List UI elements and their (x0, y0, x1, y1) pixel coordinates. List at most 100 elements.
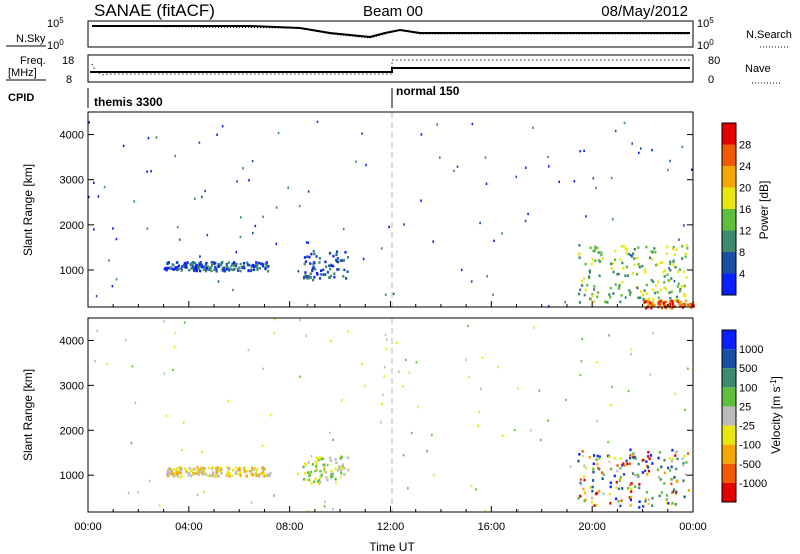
power-scatter-cell (612, 218, 614, 221)
velocity-range-cell (670, 502, 673, 506)
velocity-range-cell (638, 500, 641, 503)
power-range-cell (252, 268, 256, 271)
power-range-cell (652, 280, 655, 283)
velocity-scatter-cell (497, 366, 499, 369)
power-range-cell (626, 274, 630, 277)
velocity-range-cell (167, 467, 170, 470)
velocity-scatter-cell (340, 475, 342, 479)
velocity-range-cell (629, 498, 632, 502)
velocity-range-cell (341, 463, 344, 467)
power-scatter-cell (673, 279, 676, 283)
power-scatter-cell (564, 300, 566, 304)
velocity-range-cell (615, 497, 618, 501)
power-range-cell (647, 300, 650, 304)
power-scatter-cell (678, 238, 680, 241)
power-range-cell (324, 273, 327, 276)
power-range-cell (645, 283, 648, 287)
power-range-cell (209, 266, 213, 269)
power-scatter-cell (206, 233, 209, 237)
power-scatter-cell (558, 180, 560, 184)
velocity-range-cell (609, 485, 612, 489)
power-scatter-cell (515, 175, 518, 178)
power-range-cell (622, 244, 625, 248)
power-range-cell (236, 267, 239, 271)
power-colorbar-label: Power [dB] (757, 181, 771, 240)
power-range-cell (673, 299, 676, 303)
power-scatter-cell (251, 160, 254, 163)
power-range-cell (600, 253, 603, 257)
velocity-range-cell (200, 466, 203, 470)
nsearch-axis-label: N.Search (746, 29, 792, 41)
velocity-scatter-cell (627, 389, 630, 393)
velocity-range-cell (598, 455, 601, 459)
velocity-colorbar-tick-label: -25 (739, 421, 755, 433)
power-range-cell (683, 284, 686, 288)
velocity-range-cell (303, 478, 306, 481)
power-range-cell (183, 261, 186, 265)
velocity-range-cell (258, 473, 261, 476)
velocity-range-cell (637, 462, 640, 466)
power-range-cell (180, 269, 183, 272)
power-range-cell (229, 267, 232, 271)
velocity-range-cell (179, 466, 182, 469)
power-range-cell (683, 294, 686, 298)
velocity-scatter-cell (201, 450, 203, 454)
power-range-cell (326, 270, 329, 274)
power-range-cell (610, 262, 613, 266)
velocity-scatter-cell (134, 401, 137, 405)
power-range-cell (668, 304, 671, 308)
velocity-scatter-cell (533, 326, 535, 329)
power-range-cell (612, 292, 615, 295)
power-range-cell (620, 294, 623, 297)
velocity-range-cell (331, 472, 335, 476)
velocity-range-cell (617, 487, 621, 491)
velocity-range-cell (647, 455, 650, 458)
power-scatter-cell (471, 122, 474, 126)
velocity-range-cell (670, 460, 673, 463)
velocity-range-cell (225, 472, 229, 476)
power-range-cell (248, 263, 251, 267)
power-range-cell (584, 262, 587, 266)
velocity-scatter-cell (432, 474, 435, 477)
velocity-range-cell (180, 474, 183, 478)
velocity-range-cell (317, 482, 320, 485)
velocity-range-cell (618, 478, 622, 481)
power-scatter-cell (673, 259, 675, 262)
velocity-range-cell (203, 467, 206, 470)
velocity-range-cell (627, 486, 630, 490)
power-range-cell (315, 255, 318, 258)
power-range-cell (184, 263, 188, 266)
velocity-range-cell (634, 473, 637, 477)
power-range-cell (638, 265, 641, 269)
velocity-range-cell (645, 490, 649, 494)
power-range-cell (308, 255, 311, 259)
power-colorbar-block (722, 230, 736, 252)
power-range-cell (308, 276, 311, 280)
velocity-range-cell (659, 478, 662, 481)
velocity-range-cell (264, 474, 267, 478)
power-scatter-cell (216, 133, 218, 136)
velocity-range-cell (331, 475, 334, 478)
power-scatter-cell (485, 182, 488, 185)
power-range-cell (319, 277, 322, 280)
power-range-cell (633, 263, 636, 267)
velocity-range-cell (319, 457, 323, 461)
velocity-range-cell (314, 460, 317, 464)
power-scatter-cell (146, 170, 148, 173)
power-colorbar: 4 8 12 16 20 24 28 Power [dB] (721, 122, 771, 296)
power-scatter-cell (432, 240, 434, 243)
velocity-range-cell (318, 479, 321, 482)
velocity-range-cell (595, 503, 598, 507)
velocity-scatter-cell (538, 389, 541, 392)
power-range-cell (670, 307, 674, 310)
velocity-range-cell (239, 474, 242, 477)
velocity-scatter-cell (158, 504, 161, 507)
velocity-range-cell (619, 504, 622, 508)
velocity-x-tick-label: 00:00 (74, 521, 102, 533)
velocity-range-cell (170, 469, 173, 472)
velocity-range-cell (667, 466, 670, 470)
power-range-cell (651, 304, 654, 307)
power-range-cell (250, 269, 253, 273)
freq-frame (87, 54, 694, 83)
velocity-range-cell (671, 448, 674, 452)
